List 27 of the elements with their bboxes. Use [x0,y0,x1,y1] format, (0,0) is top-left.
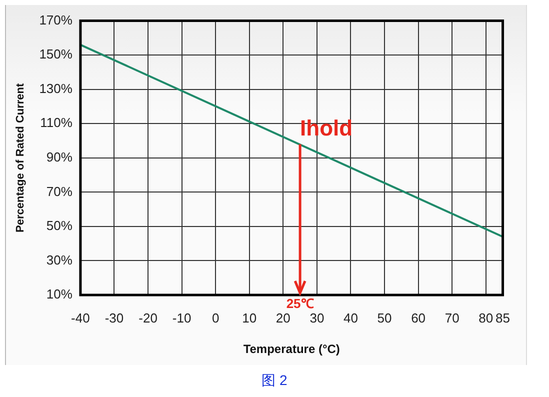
x-tick-label: 80 [478,310,494,326]
y-tick-label: 90% [46,149,73,164]
y-tick-label: 50% [46,218,73,234]
ref-line-label: 25℃ [286,296,314,312]
x-tick-label: 70 [444,310,460,326]
x-tick-label: -40 [71,310,90,326]
y-tick-label: 30% [46,252,73,268]
caption: 图 2 [260,372,288,390]
x-tick-label: 0 [212,310,220,326]
y-tick-label: 170% [39,12,73,28]
y-tick-label: 150% [39,46,73,62]
x-tick-label: 40 [344,310,358,326]
y-tick-label: 130% [39,80,73,96]
x-tick-label: -20 [138,310,158,326]
y-tick-label: 70% [46,184,73,199]
x-tick-label: 50 [377,310,392,326]
y-tick-label: 110% [40,115,73,130]
x-tick-label: 60 [411,310,426,326]
x-tick-label: -10 [172,310,192,326]
y-tick-label: 10% [46,286,73,302]
x-axis-title: Temperature (°C) [243,342,340,356]
y-axis-title: Percentage of Rated Current [14,82,27,232]
x-tick-label: 10 [242,310,257,326]
x-tick-label: 30 [310,310,324,326]
x-tick-label: 20 [276,310,290,326]
x-tick-label: -30 [104,310,124,326]
x-tick-label: 85 [496,310,510,326]
